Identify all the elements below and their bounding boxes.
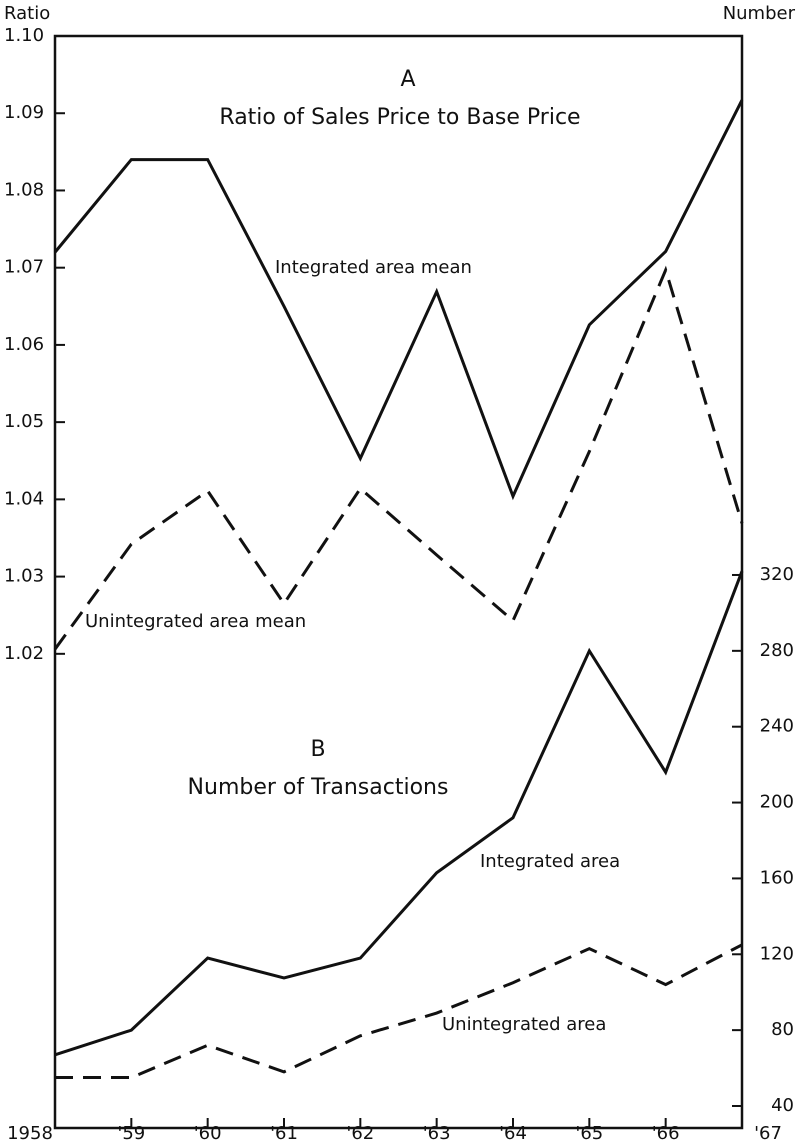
y-tick-label: 1.08: [4, 179, 44, 200]
series-line: [55, 943, 743, 1080]
x-tick-label: '64: [499, 1123, 527, 1144]
y2-tick-label: 40: [771, 1095, 794, 1116]
x-tick-label: '62: [346, 1123, 374, 1144]
y-tick-label: 1.05: [4, 411, 44, 432]
y2-tick-label: 80: [771, 1019, 794, 1040]
x-tick-label: 1958: [7, 1123, 53, 1144]
series-label: Integrated area: [480, 851, 620, 872]
y2-tick-label: 120: [760, 943, 794, 964]
series-line: [53, 99, 744, 501]
panel-title: Number of Transactions: [188, 775, 449, 800]
x-tick-label: '66: [652, 1123, 680, 1144]
y-tick-label: 1.02: [4, 643, 44, 664]
y-tick-label: 1.06: [4, 334, 44, 355]
series-label: Unintegrated area: [442, 1014, 606, 1035]
y-tick-label: 1.07: [4, 257, 44, 278]
y-tick-label: 1.03: [4, 566, 44, 587]
y-tick-label: 1.10: [4, 25, 44, 46]
y2-axis-label: Number: [723, 3, 796, 24]
y2-tick-label: 200: [760, 792, 794, 813]
series-label: Unintegrated area mean: [85, 611, 306, 632]
y-axis-label: Ratio: [4, 3, 50, 24]
y2-tick-label: 240: [760, 716, 794, 737]
y-tick-label: 1.09: [4, 102, 44, 123]
panel-letter: A: [400, 67, 415, 92]
x-tick-label: '61: [270, 1123, 298, 1144]
x-tick-label: '65: [575, 1123, 603, 1144]
series-line: [53, 265, 744, 651]
x-tick-label: '60: [194, 1123, 222, 1144]
y-tick-label: 1.04: [4, 488, 44, 509]
panel-letter: B: [310, 737, 325, 762]
panel-title: Ratio of Sales Price to Base Price: [219, 105, 580, 130]
x-tick-label: '63: [423, 1123, 451, 1144]
series-label: Integrated area mean: [275, 257, 472, 278]
x-tick-label: '59: [117, 1123, 145, 1144]
series-line: [54, 570, 744, 1057]
plot-frame: [53, 34, 744, 1130]
y2-tick-label: 160: [760, 867, 794, 888]
y2-tick-label: 320: [760, 564, 794, 585]
x-tick-label: '67: [754, 1123, 782, 1144]
y2-tick-label: 280: [760, 640, 794, 661]
